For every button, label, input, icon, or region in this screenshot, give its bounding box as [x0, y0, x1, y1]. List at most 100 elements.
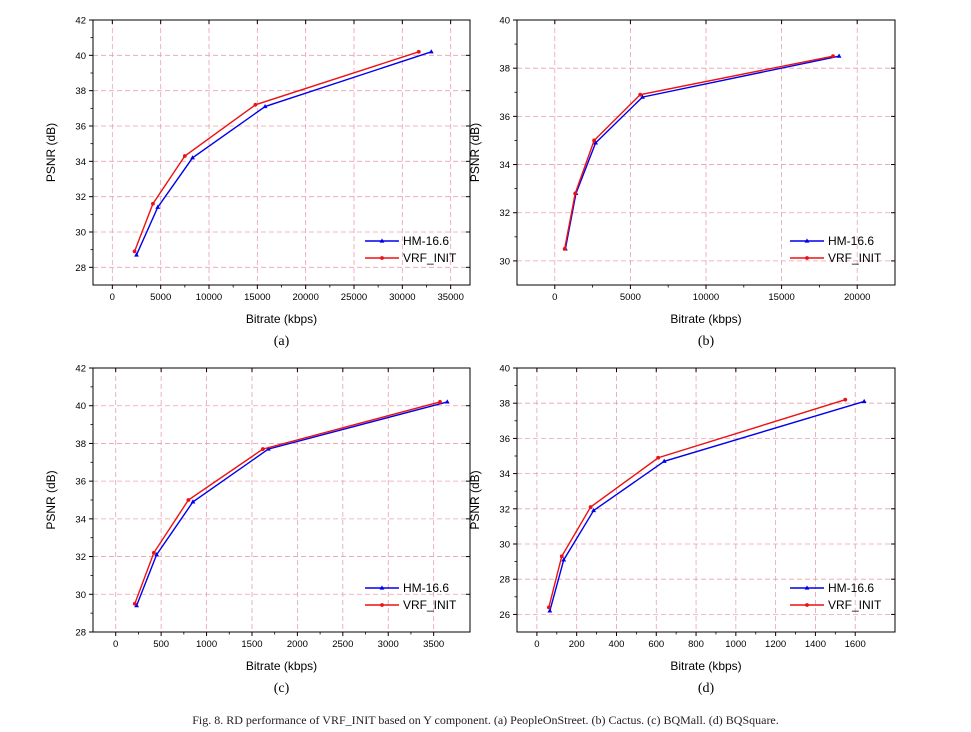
data-point [132, 249, 137, 254]
panel-label: (d) [698, 681, 715, 696]
data-point [265, 446, 271, 451]
legend-label: HM-16.6 [403, 234, 449, 248]
x-tick-label: 3000 [378, 639, 399, 650]
y-tick-label: 42 [75, 364, 86, 375]
x-tick-label: 1000 [196, 639, 217, 650]
x-tick-label: 35000 [437, 292, 463, 303]
data-point [260, 447, 265, 451]
data-point [547, 608, 553, 613]
x-tick-label: 1200 [765, 639, 786, 650]
legend-marker [804, 585, 810, 590]
y-tick-label: 30 [75, 228, 86, 239]
x-tick-label: 0 [552, 292, 557, 303]
x-tick-label: 800 [688, 639, 704, 650]
data-point [416, 49, 421, 54]
data-point [151, 201, 155, 206]
y-tick-label: 38 [499, 64, 510, 75]
x-tick-label: 20000 [292, 292, 318, 303]
y-axis-title: PSNR (dB) [468, 123, 482, 182]
data-point [640, 94, 645, 99]
y-tick-label: 34 [75, 514, 86, 525]
y-tick-label: 36 [499, 112, 510, 123]
chart-panel-d: 0 200 400 600 800 1000 1200 1400 1600 26 28 30 32 34 3… [468, 364, 896, 696]
legend-label: HM-16.6 [828, 234, 874, 248]
x-tick-label: 1500 [241, 639, 262, 650]
data-point [444, 399, 450, 404]
chart-panel-a: 0 5000 10000 15000 20000 25000 30000 35000 28 30 3… [44, 16, 471, 349]
panel-label: (c) [274, 681, 290, 696]
y-tick-label: 34 [499, 160, 510, 171]
y-tick-label: 40 [75, 51, 86, 62]
y-tick-label: 38 [75, 86, 86, 97]
chart-panel-c: 0 500 1000 1500 2000 2500 3000 3500 28 30 32 34 36 38… [44, 364, 471, 696]
data-point [591, 507, 596, 513]
y-tick-label: 40 [499, 16, 510, 27]
x-tick-label: 1600 [845, 639, 866, 650]
data-point [588, 505, 593, 509]
y-axis-title: PSNR (dB) [468, 470, 482, 529]
data-point [428, 49, 434, 54]
data-point [190, 155, 195, 160]
data-point [638, 92, 643, 97]
y-tick-label: 30 [499, 256, 510, 267]
data-point [546, 605, 551, 610]
x-axis-title: Bitrate (kbps) [670, 312, 741, 326]
x-axis-title: Bitrate (kbps) [246, 659, 317, 673]
series-line [133, 51, 419, 252]
x-tick-label: 15000 [768, 292, 794, 303]
x-axis-title: Bitrate (kbps) [670, 659, 741, 673]
x-tick-label: 1400 [805, 639, 826, 650]
series-line [548, 399, 846, 608]
data-point [253, 102, 258, 107]
x-tick-label: 400 [609, 639, 625, 650]
x-tick-label: 2000 [287, 639, 308, 650]
x-tick-label: 20000 [844, 292, 870, 303]
data-point [656, 455, 661, 460]
series-line [135, 401, 448, 606]
y-tick-label: 30 [499, 540, 510, 551]
x-axis-title: Bitrate (kbps) [246, 312, 317, 326]
data-point [151, 550, 156, 555]
data-point [561, 557, 567, 562]
y-tick-label: 32 [75, 192, 86, 203]
data-point [573, 191, 578, 196]
legend-marker [380, 256, 384, 260]
x-tick-label: 0 [113, 639, 118, 650]
y-tick-label: 34 [75, 157, 86, 168]
y-tick-label: 36 [75, 477, 86, 488]
y-tick-label: 40 [75, 401, 86, 412]
chart-panel-b: 0 5000 10000 15000 20000 30 32 34 36 38 40 Bitrate … [468, 16, 896, 349]
x-tick-label: 25000 [341, 292, 367, 303]
data-point [190, 499, 196, 504]
legend-marker [805, 603, 809, 607]
data-point [559, 554, 564, 559]
legend-label: VRF_INIT [403, 251, 457, 265]
data-point [154, 552, 159, 557]
legend-label: HM-16.6 [828, 581, 874, 595]
data-point [861, 398, 867, 404]
legend-label: VRF_INIT [828, 598, 882, 612]
x-tick-label: 2500 [332, 639, 353, 650]
legend-marker [379, 585, 385, 590]
data-point [592, 138, 597, 143]
y-tick-label: 40 [499, 364, 510, 375]
x-tick-label: 10000 [196, 292, 222, 303]
data-point [843, 397, 848, 402]
y-tick-label: 38 [75, 439, 86, 450]
data-point [562, 246, 567, 251]
data-point [593, 140, 599, 145]
y-tick-label: 28 [499, 575, 510, 586]
x-tick-label: 0 [534, 639, 539, 650]
x-tick-label: 10000 [693, 292, 719, 303]
legend-marker [380, 603, 384, 607]
y-tick-label: 32 [75, 552, 86, 563]
data-point [262, 103, 268, 109]
legend-label: HM-16.6 [403, 581, 449, 595]
x-tick-label: 500 [153, 639, 169, 650]
x-tick-label: 3500 [423, 639, 444, 650]
data-point [134, 252, 139, 257]
data-point [438, 400, 442, 404]
legend-marker [379, 238, 385, 243]
series-line [135, 51, 432, 256]
